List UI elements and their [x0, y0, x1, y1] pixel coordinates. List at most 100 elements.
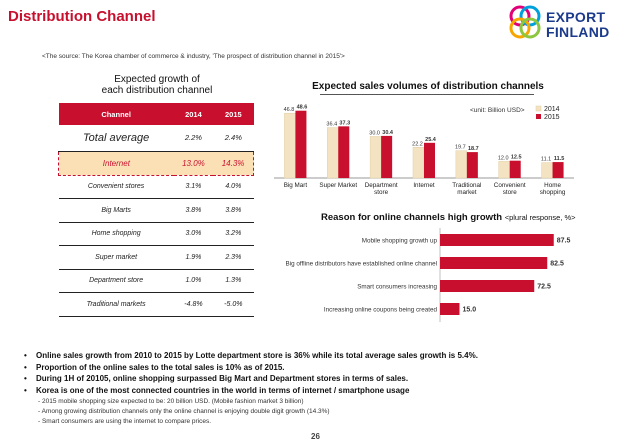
data-label-2014: 19.7: [455, 145, 466, 151]
notes-block: - 2015 mobile shopping size expected to …: [38, 397, 418, 427]
bar-2015: [424, 142, 435, 178]
bar-2015: [466, 152, 478, 178]
table-row: Super market 1.9% 2.3%: [58, 245, 254, 270]
x-tick-label: Traditional: [452, 182, 481, 189]
bullet-item: Online sales growth from 2010 to 2015 by…: [20, 350, 620, 362]
data-label-2015: 48.6: [297, 105, 308, 111]
bar-2015: [295, 110, 307, 178]
bar-2014: [327, 127, 339, 179]
table-row: Traditional markets -4.8% -5.0%: [58, 292, 254, 317]
x-tick-label: Super Market: [319, 182, 357, 189]
bar-2015: [338, 126, 350, 178]
sales-volume-chart: 46.8 48.6 Big Mart 36.4 37.3 Super Market 30.0…: [274, 105, 574, 196]
reason-chart-title-text: Reason for online channels high growth: [321, 212, 503, 223]
logo-text-finland: FINLAND: [546, 24, 610, 40]
unit-note: <unit: Billion USD>: [470, 107, 525, 114]
header-2014: 2014: [173, 103, 214, 125]
note-line: - 2015 mobile shopping size expected to …: [38, 398, 304, 405]
logo-mark-icon: [509, 5, 541, 39]
reason-category-label: Mobile shopping growth up: [362, 238, 438, 245]
x-tick-label: Internet: [413, 182, 435, 189]
total-2014: 2.2%: [173, 125, 214, 152]
table-row: Home shopping 3.0% 3.2%: [58, 222, 254, 246]
row-2014: 3.8%: [173, 198, 214, 223]
table-title: Expected growth of each distribution cha…: [62, 74, 252, 96]
table-row-internet: Internet 13.0% 14.3%: [57, 150, 255, 176]
source-note: <The source: The Korea chamber of commer…: [42, 53, 345, 60]
table-row: Department store 1.0% 1.3%: [58, 269, 254, 293]
row-2014: 3.0%: [173, 222, 214, 246]
bar-2014: [284, 112, 296, 179]
internet-2015: 14.3%: [213, 150, 255, 176]
bar-2015: [509, 160, 521, 178]
page-number: 26: [311, 432, 320, 441]
legend-swatch-2015: [536, 114, 541, 119]
row-channel: Home shopping: [58, 222, 174, 246]
reason-value-label: 15.0: [463, 307, 477, 314]
row-2015: 2.3%: [213, 245, 254, 270]
table-title-line1: Expected growth of: [114, 74, 200, 85]
data-label-2015: 25.4: [425, 137, 437, 143]
data-label-2014: 46.8: [284, 107, 295, 113]
bar-2014: [455, 150, 468, 179]
row-2015: 3.8%: [213, 198, 254, 223]
row-2014: -4.8%: [173, 292, 214, 317]
reason-chart-title: Reason for online channels high growth <…: [321, 212, 576, 223]
table-row-total: Total average 2.2% 2.4%: [58, 125, 254, 152]
row-channel: Convenient stores: [58, 175, 174, 199]
page-title: Distribution Channel: [8, 8, 156, 25]
reason-bar: [440, 234, 554, 246]
x-tick-label: shopping: [540, 189, 566, 196]
total-2015: 2.4%: [213, 125, 254, 152]
bullet-item: During 1H of 20105, online shopping surp…: [20, 373, 620, 385]
reason-category-label: Smart consumers increasing: [357, 284, 437, 291]
data-label-2014: 30.0: [369, 130, 380, 136]
x-tick-label: Home: [544, 182, 561, 189]
reason-category-label: Big offline distributors have establishe…: [286, 261, 437, 268]
data-label-2014: 36.4: [326, 122, 337, 128]
table-row: Big Marts 3.8% 3.8%: [58, 198, 254, 223]
table-row: Convenient stores 3.1% 4.0%: [58, 175, 254, 199]
row-channel: Super market: [58, 245, 174, 270]
export-finland-logo: EXPORT FINLAND: [508, 4, 628, 48]
x-tick-label: Department: [365, 182, 398, 189]
sales-chart-title: Expected sales volumes of distribution c…: [312, 81, 544, 92]
bar-2014: [369, 136, 382, 179]
header-2015: 2015: [213, 103, 254, 125]
key-findings-list: Online sales growth from 2010 to 2015 by…: [20, 350, 620, 396]
reason-bar: [440, 303, 460, 315]
bar-2014: [541, 162, 553, 179]
row-2015: 4.0%: [213, 175, 254, 199]
x-tick-label: store: [503, 189, 517, 196]
data-label-2015: 30.4: [382, 130, 394, 136]
logo-text-export: EXPORT: [546, 9, 606, 25]
bullet-item: Korea is one of the most connected count…: [20, 385, 620, 397]
reason-bar: [440, 257, 548, 269]
data-label-2014: 22.2: [412, 141, 423, 147]
row-channel: Department store: [58, 269, 174, 293]
row-2014: 3.1%: [173, 175, 214, 199]
data-label-2015: 11.5: [554, 156, 564, 162]
x-tick-label: store: [374, 189, 388, 196]
bar-2014: [412, 147, 425, 179]
reason-value-label: 87.5: [557, 238, 571, 245]
row-channel: Traditional markets: [58, 292, 174, 317]
legend-swatch-2014: [535, 105, 542, 112]
total-channel: Total average: [58, 125, 174, 152]
data-label-2015: 37.3: [339, 120, 350, 126]
growth-table: Channel 2014 2015 Total average 2.2% 2.4…: [57, 103, 255, 317]
data-label-2014: 12.0: [498, 155, 509, 161]
bullet-item: Proportion of the online sales to the to…: [20, 362, 620, 374]
row-channel: Big Marts: [58, 198, 174, 223]
reason-chart: Mobile shopping growth up 87.5 Big offline…: [286, 228, 571, 322]
reason-chart-subtitle: <plural response, %>: [504, 213, 576, 222]
x-tick-label: market: [457, 189, 476, 196]
internet-2014: 13.0%: [173, 150, 214, 176]
reason-value-label: 82.5: [550, 261, 564, 268]
x-tick-label: Convenient: [494, 182, 526, 189]
internet-channel: Internet: [57, 150, 174, 176]
table-title-line2: each distribution channel: [101, 85, 213, 96]
legend-label-2014: 2014: [544, 106, 560, 113]
row-2015: 1.3%: [213, 269, 254, 293]
bar-2015: [381, 135, 393, 178]
